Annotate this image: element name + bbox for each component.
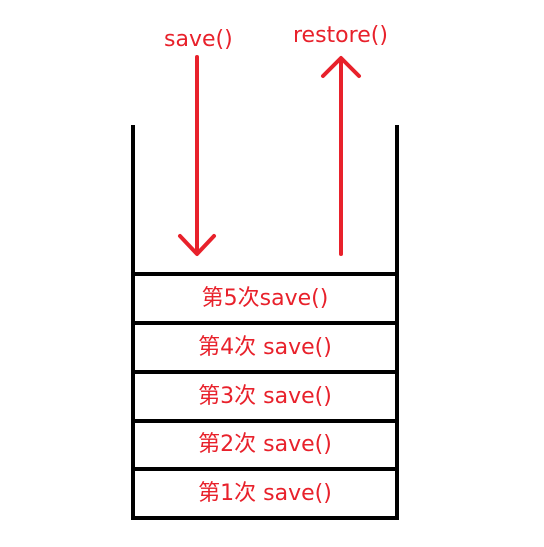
save-arrow [178, 55, 216, 256]
restore-label: restore() [293, 23, 388, 48]
stack-item-label: 第3次 save() [198, 384, 332, 409]
save-label: save() [164, 27, 233, 52]
stack-item-label: 第4次 save() [198, 335, 332, 360]
stack-item-label: 第1次 save() [198, 481, 332, 506]
restore-arrow [321, 56, 361, 256]
stack-item-5: 第5次save() [134, 276, 396, 322]
stack-item-1: 第1次 save() [134, 471, 396, 517]
stack-item-2: 第2次 save() [134, 422, 396, 468]
stack-dividers [131, 272, 399, 471]
stack-item-label: 第5次save() [201, 286, 329, 311]
stack-item-4: 第4次 save() [134, 325, 396, 371]
stack-item-label: 第2次 save() [198, 432, 332, 457]
stack-item-3: 第3次 save() [134, 374, 396, 420]
